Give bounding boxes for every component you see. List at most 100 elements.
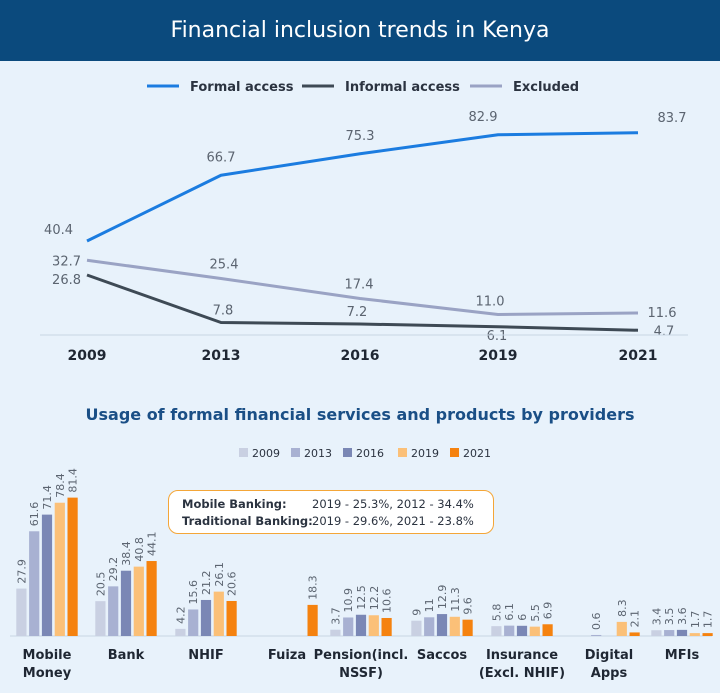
- bar-label-insurance-2019: 5.5: [529, 604, 542, 622]
- x-tick-2021: 2021: [619, 348, 658, 364]
- bar-mfis-2016: [676, 629, 688, 636]
- bar-saccos-2009: [411, 620, 422, 636]
- bar-label-mfis-2021: 1.7: [702, 611, 715, 629]
- bar-pension-2009: [330, 629, 341, 636]
- x-tick-pension: Pension(incl.: [314, 648, 409, 663]
- legend-swatch-2009: [239, 448, 248, 457]
- bar-pension-2016: [355, 614, 367, 636]
- series-line-excluded: [86, 258, 639, 316]
- bar-mobile-money-2009: [16, 588, 27, 636]
- bar-digital-apps-2021: [629, 632, 640, 636]
- bar-insurance-2019: [529, 626, 540, 636]
- bar-digital-apps-2019: [616, 621, 627, 636]
- data-label-excluded-2013: 25.4: [210, 258, 239, 273]
- bar-bank-2016: [120, 570, 132, 636]
- x-tick-mobile-money: Mobile: [23, 648, 72, 663]
- x-tick-mobile-money-line2: Money: [23, 666, 72, 681]
- mobile-banking-text: 2019 - 25.3%, 2012 - 34.4%: [312, 497, 474, 511]
- data-label-informal-2019: 6.1: [487, 329, 508, 344]
- bar-nhif-2009: [175, 628, 186, 636]
- bar-label-nhif-2019: 26.1: [213, 562, 226, 587]
- bar-saccos-2013: [424, 617, 435, 636]
- bar-label-mfis-2013: 3.5: [663, 608, 676, 626]
- bar-mobile-money-2021: [67, 497, 78, 636]
- bar-label-nhif-2013: 15.6: [187, 580, 200, 605]
- x-tick-2016: 2016: [341, 348, 380, 364]
- data-label-informal-2013: 7.8: [213, 304, 234, 319]
- x-tick-insurance: Insurance: [486, 648, 558, 663]
- bar-label-insurance-2021: 6.9: [542, 602, 555, 620]
- bar-label-nhif-2009: 4.2: [174, 606, 187, 624]
- bar-chart-title: Usage of formal financial services and p…: [86, 405, 635, 424]
- bar-bank-2021: [146, 561, 157, 636]
- bar-label-mfis-2019: 1.7: [689, 611, 702, 629]
- bar-label-saccos-2016: 12.9: [436, 585, 449, 610]
- traditional-banking-label: Traditional Banking:: [182, 514, 313, 528]
- bar-nhif-2013: [188, 609, 199, 636]
- bar-label-nhif-2021: 20.6: [226, 571, 239, 596]
- bar-nhif-2021: [226, 600, 237, 636]
- legend-swatch-2019: [398, 448, 407, 457]
- x-tick-fuiza: Fuiza: [268, 648, 306, 663]
- header-bar: Financial inclusion trends in Kenya: [0, 0, 720, 61]
- bar-mfis-2021: [702, 633, 713, 636]
- data-label-formal-2019: 82.9: [469, 110, 498, 125]
- bar-label-saccos-2009: 9: [410, 609, 423, 616]
- legend-label-2009: 2009: [252, 447, 280, 460]
- bar-label-mobile-money-2013: 61.6: [28, 502, 41, 527]
- bar-label-saccos-2013: 11: [423, 598, 436, 612]
- bar-label-saccos-2021: 9.6: [462, 597, 475, 615]
- bar-bank-2013: [108, 586, 119, 636]
- bank-annotation-box: Mobile Banking: 2019 - 25.3%, 2012 - 34.4…: [168, 490, 494, 534]
- bar-insurance-2021: [542, 624, 553, 636]
- bar-nhif-2019: [213, 591, 224, 636]
- bar-label-pension-2019: 12.2: [368, 586, 381, 611]
- data-label-excluded-2016: 17.4: [345, 278, 374, 293]
- bar-label-bank-2013: 29.2: [107, 557, 120, 582]
- legend-swatch-2013: [291, 448, 300, 457]
- data-label-excluded-2019: 11.0: [476, 295, 505, 310]
- bar-nhif-2016: [200, 599, 212, 636]
- bar-saccos-2016: [436, 614, 448, 636]
- bar-label-insurance-2009: 5.8: [490, 604, 503, 622]
- line-chart: Formal access Informal access Excluded 40.4…: [40, 80, 688, 364]
- series-line-formal: [86, 131, 639, 243]
- bar-label-digital-apps-2013: 0.6: [590, 612, 603, 630]
- data-label-excluded-2021: 11.6: [648, 306, 677, 321]
- bar-saccos-2019: [449, 616, 460, 636]
- legend-swatch-2021: [450, 448, 459, 457]
- bar-label-pension-2013: 10.9: [342, 588, 355, 613]
- data-label-informal-2009: 26.8: [52, 273, 81, 288]
- bar-mobile-money-2019: [54, 502, 65, 636]
- bar-label-mobile-money-2016: 71.4: [41, 485, 54, 510]
- x-tick-digital-apps-line2: Apps: [591, 666, 628, 681]
- legend-label-2019: 2019: [411, 447, 439, 460]
- bar-label-pension-2016: 12.5: [355, 585, 368, 610]
- bar-insurance-2009: [491, 626, 502, 636]
- bar-label-insurance-2016: 6: [516, 614, 529, 621]
- bar-mobile-money-2016: [41, 514, 53, 636]
- legend-label-2016: 2016: [356, 447, 384, 460]
- bar-saccos-2021: [462, 619, 473, 636]
- bar-label-mobile-money-2021: 81.4: [67, 468, 80, 493]
- x-tick-insurance-line2: (Excl. NHIF): [479, 666, 565, 681]
- data-label-formal-2009: 40.4: [44, 223, 73, 238]
- bar-label-nhif-2016: 21.2: [200, 570, 213, 595]
- bar-label-digital-apps-2019: 8.3: [616, 599, 629, 617]
- bar-label-mfis-2016: 3.6: [676, 607, 689, 625]
- bar-label-bank-2016: 38.4: [120, 541, 133, 566]
- x-tick-bank: Bank: [108, 648, 145, 663]
- bar-fuiza-2021: [307, 604, 318, 636]
- bar-label-pension-2021: 10.6: [381, 588, 394, 613]
- bar-mfis-2013: [664, 630, 675, 636]
- legend-label-informal: Informal access: [345, 80, 460, 95]
- data-label-formal-2016: 75.3: [346, 129, 375, 144]
- bar-mfis-2009: [651, 630, 662, 636]
- bar-label-bank-2019: 40.8: [133, 537, 146, 562]
- bar-pension-2019: [368, 615, 379, 636]
- legend-label-excluded: Excluded: [513, 80, 579, 95]
- bar-label-pension-2009: 3.7: [329, 607, 342, 625]
- bar-label-insurance-2013: 6.1: [503, 603, 516, 621]
- bar-label-mfis-2009: 3.4: [650, 608, 663, 626]
